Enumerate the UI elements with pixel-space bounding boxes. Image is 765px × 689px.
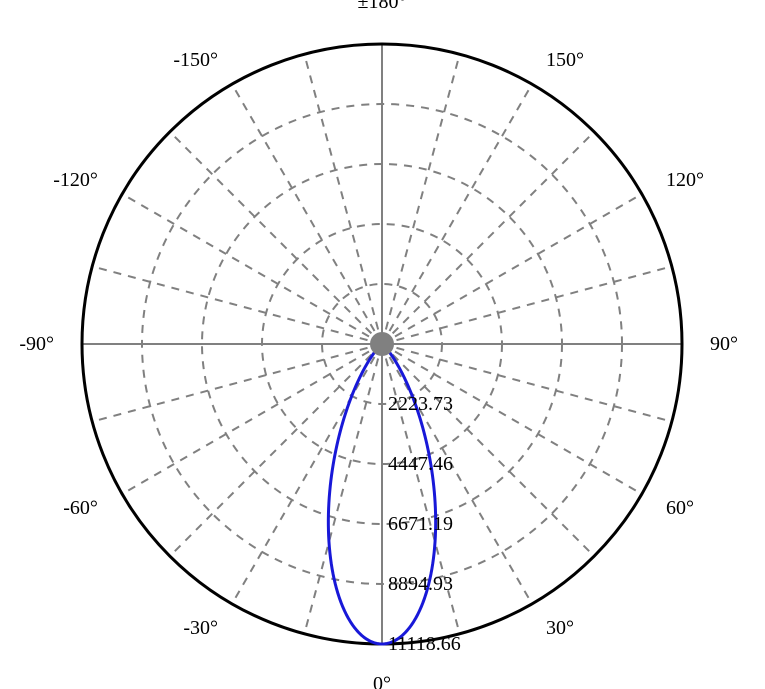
angle-label: 60°: [666, 497, 694, 519]
angle-label: -60°: [63, 497, 98, 519]
radial-label: 4447.46: [388, 453, 453, 475]
angle-label: -90°: [19, 333, 54, 355]
angle-label: 120°: [666, 169, 704, 191]
radial-label: 8894.93: [388, 573, 453, 595]
angle-label: 0°: [373, 673, 391, 689]
polar-chart: ±180° 150° 120° 90° 60° 30° 0° -30° -60° -90° -120…: [0, 0, 765, 689]
radial-label: 2223.73: [388, 393, 453, 415]
angle-label: 90°: [710, 333, 738, 355]
polar-svg: ±180° 150° 120° 90° 60° 30° 0° -30° -60° -90° -120…: [0, 0, 765, 689]
angle-label: -30°: [183, 617, 218, 639]
angle-label: -150°: [173, 49, 218, 71]
angle-label: 30°: [546, 617, 574, 639]
radial-label: 11118.66: [388, 633, 461, 655]
radial-label: 6671.19: [388, 513, 453, 535]
angle-label: ±180°: [358, 0, 407, 13]
hub: [370, 332, 394, 356]
angle-label: -120°: [53, 169, 98, 191]
angle-label: 150°: [546, 49, 584, 71]
